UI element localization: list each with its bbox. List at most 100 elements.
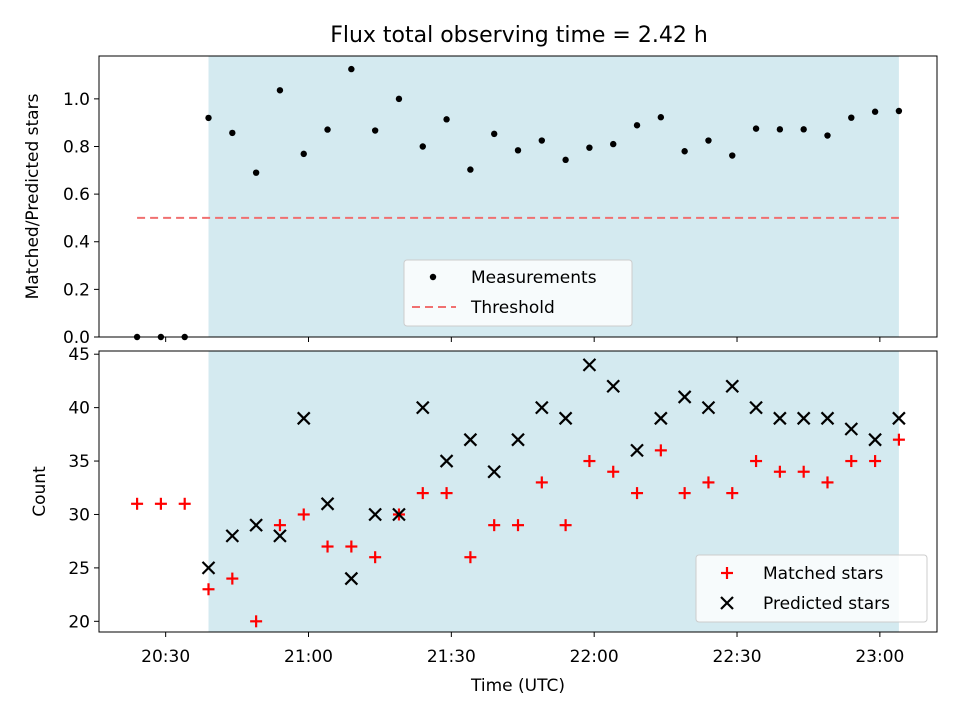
- measurement-point: [729, 152, 736, 159]
- ratio-panel: 0.0 0.2 0.4 0.6 0.8 1.0 Matched/Predicted sta…: [23, 55, 938, 348]
- count-xtick-label: 22:30: [713, 647, 762, 667]
- ratio-y-axis-label: Matched/Predicted stars: [23, 93, 43, 299]
- matched-stars-point: [464, 551, 477, 564]
- ratio-ytick-label: 1.0: [63, 90, 90, 110]
- count-xtick-label: 23:00: [855, 647, 904, 667]
- predicted-stars-point: [749, 400, 763, 415]
- count-xtick-label: 20:30: [141, 647, 190, 667]
- matched-stars-point: [488, 519, 501, 532]
- predicted-stars-point: [535, 400, 549, 415]
- measurement-point: [419, 143, 426, 150]
- ratio-legend-box: [403, 259, 633, 327]
- x-stroke-b: [701, 400, 716, 415]
- legend-x-glyph: [720, 596, 734, 610]
- count-ytick-label: 45: [68, 345, 90, 365]
- measurement-point: [252, 169, 260, 176]
- matched-stars-point: [250, 615, 263, 628]
- x-stroke-b: [320, 497, 335, 511]
- matched-stars-point: [797, 465, 810, 478]
- measurement-point: [800, 126, 807, 133]
- measurement-point: [514, 147, 522, 154]
- matched-stars-point: [273, 519, 286, 532]
- count-x-axis-ticks: 20:30 21:00 21:30 22:00 22:30 23:00: [141, 632, 904, 667]
- x-stroke-b: [558, 411, 573, 426]
- x-stroke-b: [368, 507, 382, 522]
- count-y-axis-label: Count: [30, 466, 50, 517]
- predicted-stars-point: [439, 454, 454, 468]
- measurement-point: [633, 122, 641, 129]
- x-stroke-b: [820, 411, 835, 426]
- count-xtick-label: 22:00: [570, 647, 619, 667]
- measurement-point: [657, 114, 665, 121]
- matched-stars-point: [702, 476, 715, 489]
- count-xtick-label: 21:30: [427, 647, 476, 667]
- measurement-point: [610, 140, 617, 148]
- predicted-stars-point: [654, 411, 668, 426]
- count-ytick-label: 30: [68, 505, 90, 525]
- matched-stars-point: [416, 487, 429, 500]
- ratio-x-axis-ticks: [165, 337, 881, 342]
- matched-stars-point: [845, 455, 858, 468]
- measurement-point: [848, 114, 855, 121]
- predicted-stars-point: [368, 507, 382, 522]
- ratio-legend: Measurements Threshold: [403, 259, 633, 327]
- matched-stars-point: [297, 508, 310, 521]
- matched-stars-point: [631, 487, 644, 500]
- x-stroke-b: [415, 400, 430, 415]
- matched-stars-point: [892, 433, 905, 446]
- x-axis-label: Time (UTC): [470, 676, 565, 696]
- matched-stars-point: [345, 540, 358, 553]
- measurement-point: [895, 107, 903, 115]
- matched-stars-point: [321, 540, 334, 553]
- matched-stars-point: [821, 476, 834, 489]
- predicted-stars-point: [201, 561, 216, 575]
- measurement-point: [205, 114, 212, 122]
- measurement-point: [300, 150, 307, 158]
- count-plot-frame: [98, 350, 938, 633]
- matched-stars-point: [512, 519, 524, 532]
- legend-measurements-label: Measurements: [471, 268, 597, 288]
- x-stroke-b: [677, 390, 692, 404]
- measurement-point: [395, 95, 403, 103]
- x-stroke-b: [844, 422, 859, 436]
- legend-plus-glyph: [721, 567, 733, 579]
- predicted-stars-point: [844, 422, 859, 436]
- predicted-stars-point: [868, 432, 882, 447]
- predicted-stars-point: [296, 411, 311, 426]
- ratio-ytick-label: 0.8: [63, 137, 90, 157]
- measurement-point: [562, 156, 569, 164]
- predicted-stars-point: [558, 411, 573, 426]
- legend-matched-marker: [721, 567, 733, 579]
- matched-stars-point: [559, 519, 572, 532]
- predicted-stars-point: [249, 518, 263, 532]
- measurement-point: [752, 125, 760, 132]
- x-stroke-b: [225, 529, 240, 543]
- predicted-stars-point: [344, 571, 359, 586]
- count-ytick-label: 20: [68, 612, 90, 632]
- measurement-point: [586, 144, 593, 151]
- x-stroke-b: [773, 411, 787, 426]
- x-stroke-b: [511, 432, 525, 447]
- legend-measurements-marker: [429, 273, 437, 281]
- x-stroke-b: [582, 358, 597, 372]
- x-stroke-b: [868, 432, 882, 447]
- matched-stars-point: [369, 551, 382, 564]
- matched-stars-point: [773, 465, 786, 478]
- measurement-point: [324, 126, 331, 133]
- count-legend: Matched stars Predicted stars: [695, 554, 928, 623]
- x-stroke-b: [296, 411, 311, 426]
- ratio-plot-frame: [98, 55, 938, 338]
- measurement-point: [348, 65, 355, 73]
- legend-matched-label: Matched stars: [763, 564, 883, 584]
- matched-stars-point: [154, 497, 167, 510]
- measurement-point: [276, 87, 284, 94]
- matched-stars-point: [678, 487, 691, 500]
- ratio-ytick-label: 0.0: [63, 328, 90, 348]
- predicted-stars-point: [630, 443, 644, 458]
- measurement-point: [490, 130, 498, 138]
- x-stroke-b: [630, 443, 644, 458]
- predicted-stars-point: [273, 529, 287, 543]
- predicted-stars-point: [796, 411, 811, 426]
- measurement-point: [705, 137, 712, 144]
- predicted-stars-point: [487, 464, 501, 479]
